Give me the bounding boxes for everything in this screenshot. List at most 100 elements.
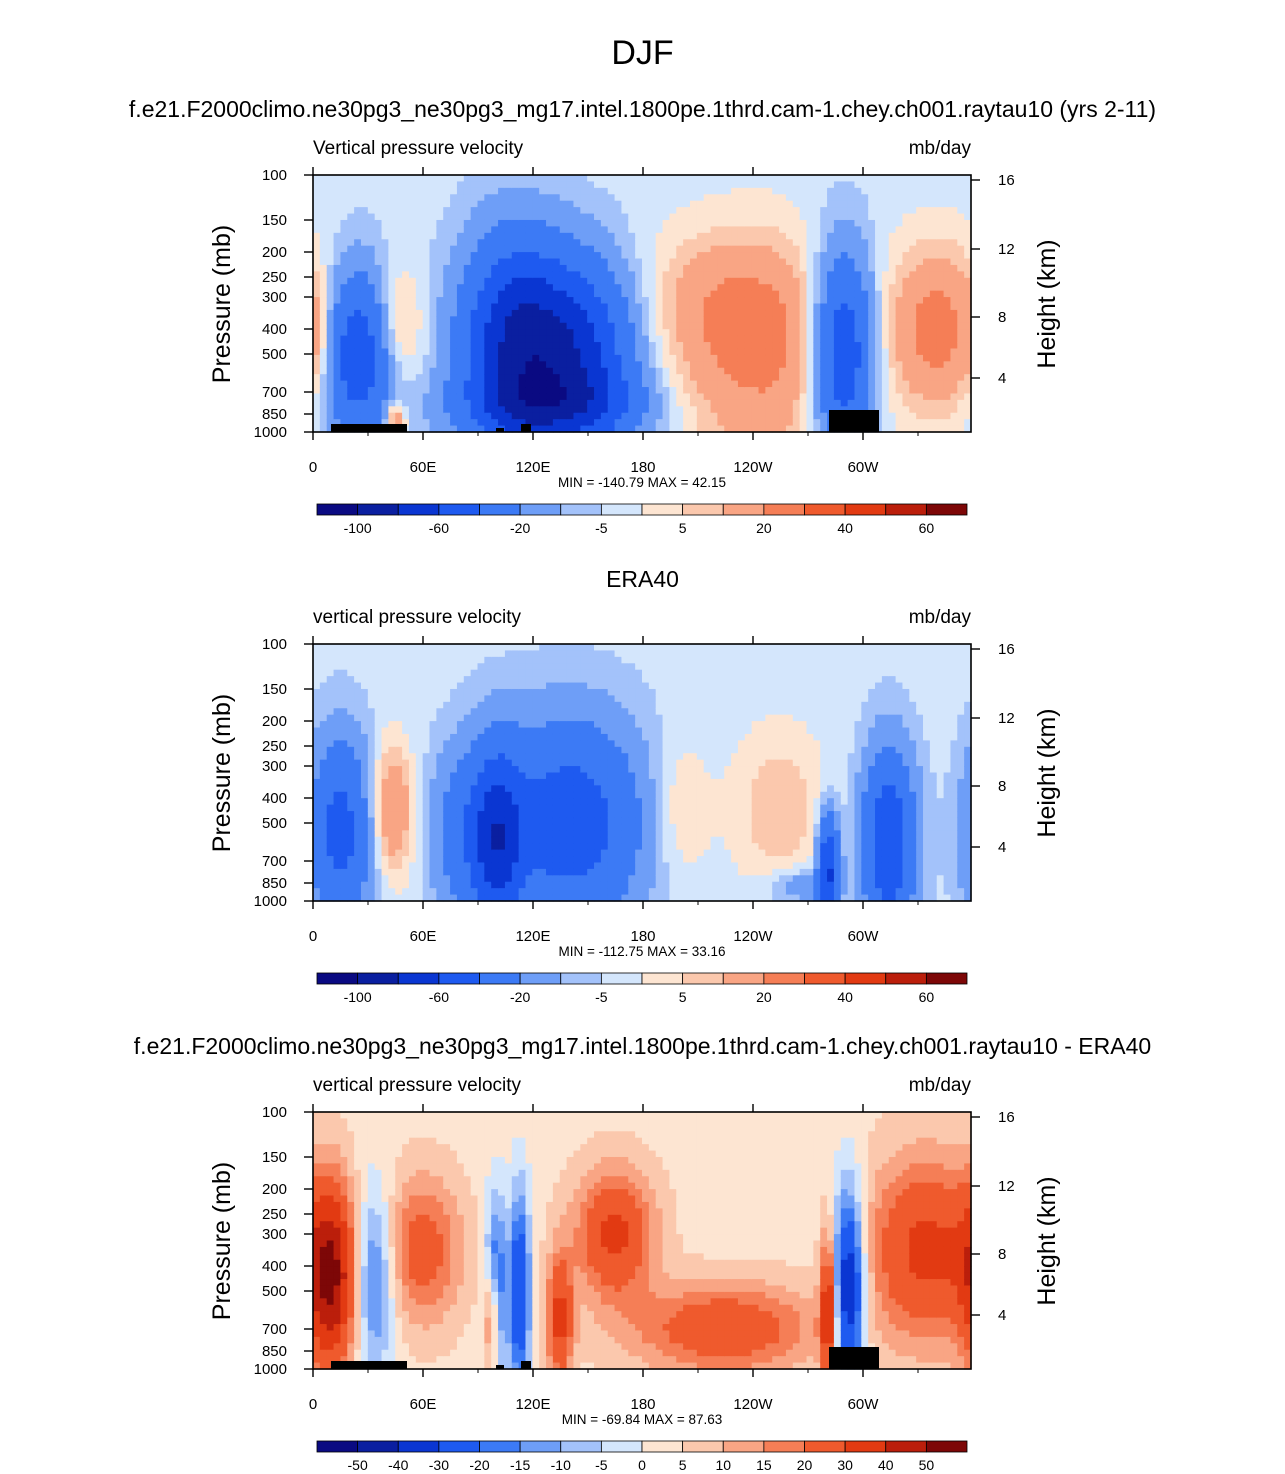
heatmap-cell: [429, 644, 437, 652]
heatmap-cell: [895, 213, 904, 221]
heatmap-cell: [696, 354, 705, 362]
heatmap-cell: [319, 342, 328, 350]
heatmap-cell: [313, 733, 321, 741]
heatmap-cell: [806, 412, 814, 420]
heatmap-cell: [936, 335, 945, 343]
heatmap-cell: [443, 297, 451, 305]
heatmap-cell: [888, 374, 897, 382]
heatmap-cell: [374, 888, 383, 896]
heatmap-cell: [491, 746, 499, 754]
heatmap-cell: [313, 297, 321, 305]
heatmap-cell: [539, 348, 547, 356]
heatmap-cell: [415, 798, 424, 806]
heatmap-cell: [443, 727, 451, 735]
heatmap-cell: [525, 348, 533, 356]
heatmap-cell: [360, 868, 369, 876]
heatmap-cell: [820, 367, 828, 375]
heatmap-cell: [827, 297, 835, 305]
heatmap-cell: [360, 393, 369, 401]
heatmap-cell: [456, 888, 465, 896]
heatmap-cell: [525, 207, 533, 215]
heatmap-cell: [662, 406, 671, 414]
heatmap-cell: [436, 322, 444, 330]
heatmap-cell: [662, 252, 671, 260]
heatmap-cell: [415, 284, 424, 292]
heatmap-cell: [724, 239, 732, 247]
heatmap-cell: [463, 412, 472, 420]
heatmap-cell: [724, 245, 732, 253]
heatmap-cell: [662, 245, 671, 253]
heatmap-cell: [689, 194, 698, 202]
heatmap-cell: [552, 354, 561, 362]
heatmap-cell: [326, 778, 335, 786]
heatmap-cell: [429, 322, 437, 330]
heatmap-cell: [600, 187, 609, 195]
heatmap-cell: [333, 245, 342, 253]
heatmap-cell: [463, 650, 472, 658]
heatmap-cell: [724, 290, 732, 298]
heatmap-cell: [868, 290, 876, 298]
heatmap-cell: [552, 361, 561, 369]
heatmap-cell: [827, 271, 835, 279]
heatmap-cell: [326, 361, 335, 369]
heatmap-cell: [594, 361, 602, 369]
heatmap-cell: [354, 746, 362, 754]
heatmap-cell: [964, 322, 972, 330]
heatmap-cell: [491, 226, 499, 234]
heatmap-cell: [710, 303, 718, 311]
heatmap-cell: [381, 361, 389, 369]
heatmap-cell: [463, 868, 472, 876]
heatmap-cell: [360, 772, 369, 780]
heatmap-cell: [484, 354, 492, 362]
heatmap-cell: [354, 245, 362, 253]
heatmap-cell: [854, 219, 862, 227]
heatmap-cell: [580, 329, 588, 337]
heatmap-cell: [511, 387, 520, 395]
heatmap-cell: [813, 194, 821, 202]
heatmap-cell: [751, 264, 760, 272]
heatmap-cell: [429, 714, 437, 722]
heatmap-cell: [360, 682, 369, 690]
heatmap-cell: [429, 303, 437, 311]
heatmap-cell: [662, 219, 671, 227]
heatmap-cell: [470, 252, 479, 260]
heatmap-cell: [436, 264, 444, 272]
heatmap-cell: [484, 284, 492, 292]
heatmap-cell: [607, 322, 616, 330]
heatmap-cell: [785, 393, 794, 401]
heatmap-cell: [381, 746, 389, 754]
heatmap-cell: [689, 187, 698, 195]
heatmap-cell: [388, 348, 396, 356]
heatmap-cell: [360, 766, 369, 774]
heatmap-cell: [347, 264, 355, 272]
heatmap-cell: [923, 258, 931, 266]
heatmap-cell: [319, 297, 328, 305]
heatmap-cell: [737, 412, 746, 420]
heatmap-cell: [367, 688, 376, 696]
heatmap-cell: [333, 746, 342, 754]
heatmap-cell: [546, 271, 554, 279]
heatmap-cell: [443, 688, 451, 696]
heatmap-cell: [313, 399, 321, 407]
heatmap-cell: [744, 290, 753, 298]
heatmap-cell: [648, 175, 657, 183]
heatmap-cell: [737, 290, 746, 298]
heatmap-cell: [319, 412, 328, 420]
heatmap-cell: [875, 374, 883, 382]
heatmap-cell: [450, 823, 458, 831]
heatmap-cell: [402, 881, 410, 889]
heatmap-cell: [395, 778, 403, 786]
heatmap-cell: [340, 695, 348, 703]
heatmap-cell: [607, 374, 616, 382]
heatmap-cell: [347, 791, 355, 799]
heatmap-cell: [964, 329, 972, 337]
heatmap-cell: [546, 406, 554, 414]
heatmap-cell: [456, 856, 465, 864]
heatmap-cell: [573, 297, 581, 305]
heatmap-cell: [833, 239, 842, 247]
heatmap-cell: [422, 425, 431, 433]
heatmap-cell: [367, 277, 376, 285]
heatmap-cell: [854, 175, 862, 183]
heatmap-cell: [779, 207, 787, 215]
